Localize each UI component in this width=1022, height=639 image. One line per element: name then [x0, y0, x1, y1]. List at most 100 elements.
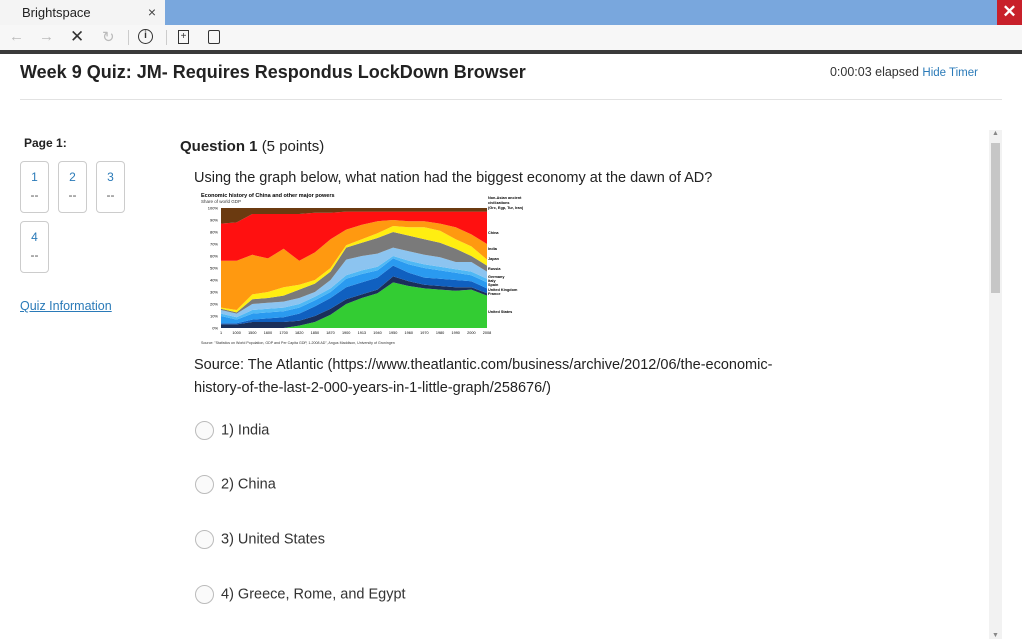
x-tick-label: 1600 — [264, 331, 272, 335]
radio-button[interactable] — [195, 475, 214, 494]
y-tick-label: 60% — [210, 254, 218, 259]
legend-label: Non-Asian ancient — [488, 196, 522, 200]
x-tick-label: 1950 — [389, 331, 397, 335]
y-tick-label: 20% — [210, 302, 218, 307]
y-tick-label: 30% — [210, 290, 218, 295]
area-japan — [221, 226, 487, 313]
legend-label: civilizations — [488, 201, 510, 205]
divider — [0, 50, 1022, 54]
legend-label: Russia — [488, 267, 501, 271]
option-greece-rome-egypt[interactable]: 4) Greece, Rome, and Egypt — [195, 585, 406, 604]
option-india[interactable]: 1) India — [195, 421, 269, 440]
y-tick-label: 50% — [210, 266, 218, 271]
stop-icon[interactable]: ✕ — [70, 27, 85, 46]
option-united-states[interactable]: 3) United States — [195, 530, 325, 549]
x-tick-label: 1870 — [326, 331, 334, 335]
question-nav-4[interactable]: 4 -- — [20, 221, 49, 273]
question-number: 2 — [69, 170, 76, 184]
x-tick-label: 2000 — [467, 331, 475, 335]
y-tick-label: 80% — [210, 230, 218, 235]
legend-label: Spain — [488, 283, 499, 287]
legend-label: China — [488, 231, 499, 235]
tab-brightspace[interactable]: Brightspace × — [0, 0, 165, 25]
question-number: 3 — [107, 170, 114, 184]
x-tick-label: 1980 — [436, 331, 444, 335]
scrollbar[interactable]: ▲ ▼ — [989, 130, 1002, 639]
question-nav-1[interactable]: 1 -- — [20, 161, 49, 213]
option-china[interactable]: 2) China — [195, 475, 276, 494]
tab-bar: Brightspace × — [0, 0, 1022, 25]
question-nav-3[interactable]: 3 -- — [96, 161, 125, 213]
question-points: (5 points) — [261, 138, 325, 155]
legend-label: United Kingdom — [488, 288, 518, 292]
divider — [20, 99, 1002, 100]
radio-button[interactable] — [195, 530, 214, 549]
question-nav-2[interactable]: 2 -- — [58, 161, 87, 213]
y-tick-label: 90% — [210, 218, 218, 223]
question-status: -- — [30, 188, 39, 202]
chart-source: Source: "Statistics on World Population,… — [201, 341, 395, 345]
x-tick-label: 1913 — [358, 331, 366, 335]
option-label: 2) China — [221, 476, 276, 493]
area-united-states — [221, 282, 487, 328]
hide-timer-link[interactable]: Hide Timer — [922, 67, 978, 79]
legend-label: (Grc, Egp, Tur, Iran) — [488, 206, 524, 210]
question-status: -- — [106, 188, 115, 202]
x-tick-label: 1970 — [420, 331, 428, 335]
calculator-icon[interactable] — [208, 30, 220, 44]
radio-button[interactable] — [195, 585, 214, 604]
x-tick-label: 1000 — [232, 331, 240, 335]
scroll-down-icon[interactable]: ▼ — [992, 632, 999, 639]
x-tick-label: 1990 — [451, 331, 459, 335]
legend-label: United States — [488, 310, 512, 314]
divider — [128, 30, 129, 45]
page-label: Page 1: — [24, 136, 67, 150]
x-tick-label: 1820 — [295, 331, 303, 335]
y-tick-label: 0% — [212, 326, 218, 331]
window-close-button[interactable]: ✕ — [997, 0, 1022, 25]
area-russia — [221, 232, 487, 314]
question-label: Question 1 — [180, 138, 258, 155]
x-tick-label: 1700 — [279, 331, 287, 335]
scroll-up-icon[interactable]: ▲ — [992, 130, 999, 137]
elapsed-time: 0:00:03 elapsed — [829, 65, 919, 79]
area-united-kingdom — [221, 265, 487, 325]
timer: 0:00:03 elapsed Hide Timer — [830, 65, 978, 79]
legend-label: Germany — [488, 275, 505, 279]
y-tick-label: 40% — [210, 278, 218, 283]
info-icon[interactable]: i — [138, 29, 153, 44]
radio-button[interactable] — [195, 421, 214, 440]
x-tick-label: 1900 — [342, 331, 350, 335]
legend-label: Italy — [488, 279, 496, 283]
tab-close-icon[interactable]: × — [147, 4, 156, 20]
chart-subtitle: Share of world GDP — [201, 199, 241, 204]
x-tick-label: 1500 — [248, 331, 256, 335]
question-text: Using the graph below, what nation had t… — [194, 170, 713, 186]
chart-title: Economic history of China and other majo… — [201, 193, 335, 199]
tab-title: Brightspace — [22, 5, 91, 20]
reload-icon[interactable]: ↻ — [102, 29, 115, 46]
area-france — [221, 276, 487, 328]
source-text: Source: The Atlantic (https://www.theatl… — [194, 357, 773, 396]
question-status: -- — [68, 188, 77, 202]
area-italy — [221, 256, 487, 320]
legend-label: Japan — [488, 257, 500, 261]
page-title: Week 9 Quiz: JM- Requires Respondus Lock… — [20, 62, 526, 82]
new-page-icon[interactable]: + — [178, 30, 189, 44]
forward-arrow-icon[interactable]: → — [39, 28, 54, 45]
economic-history-chart-image: Economic history of China and other majo… — [201, 193, 524, 345]
scrollbar-thumb[interactable] — [991, 143, 1000, 293]
x-tick-label: 1 — [220, 331, 222, 335]
area-china — [221, 211, 487, 261]
x-tick-label: 1850 — [311, 331, 319, 335]
option-label: 1) India — [221, 422, 270, 439]
quiz-information-link[interactable]: Quiz Information — [20, 299, 112, 313]
question-number: 1 — [31, 170, 38, 184]
x-tick-label: 1940 — [373, 331, 381, 335]
browser-toolbar: ← → ✕ ↻ i + — [0, 25, 1022, 50]
area-india — [221, 220, 487, 310]
back-arrow-icon[interactable]: ← — [9, 28, 24, 45]
question-number: 4 — [31, 230, 38, 244]
legend-label: France — [488, 292, 500, 296]
option-label: 4) Greece, Rome, and Egypt — [221, 586, 406, 603]
